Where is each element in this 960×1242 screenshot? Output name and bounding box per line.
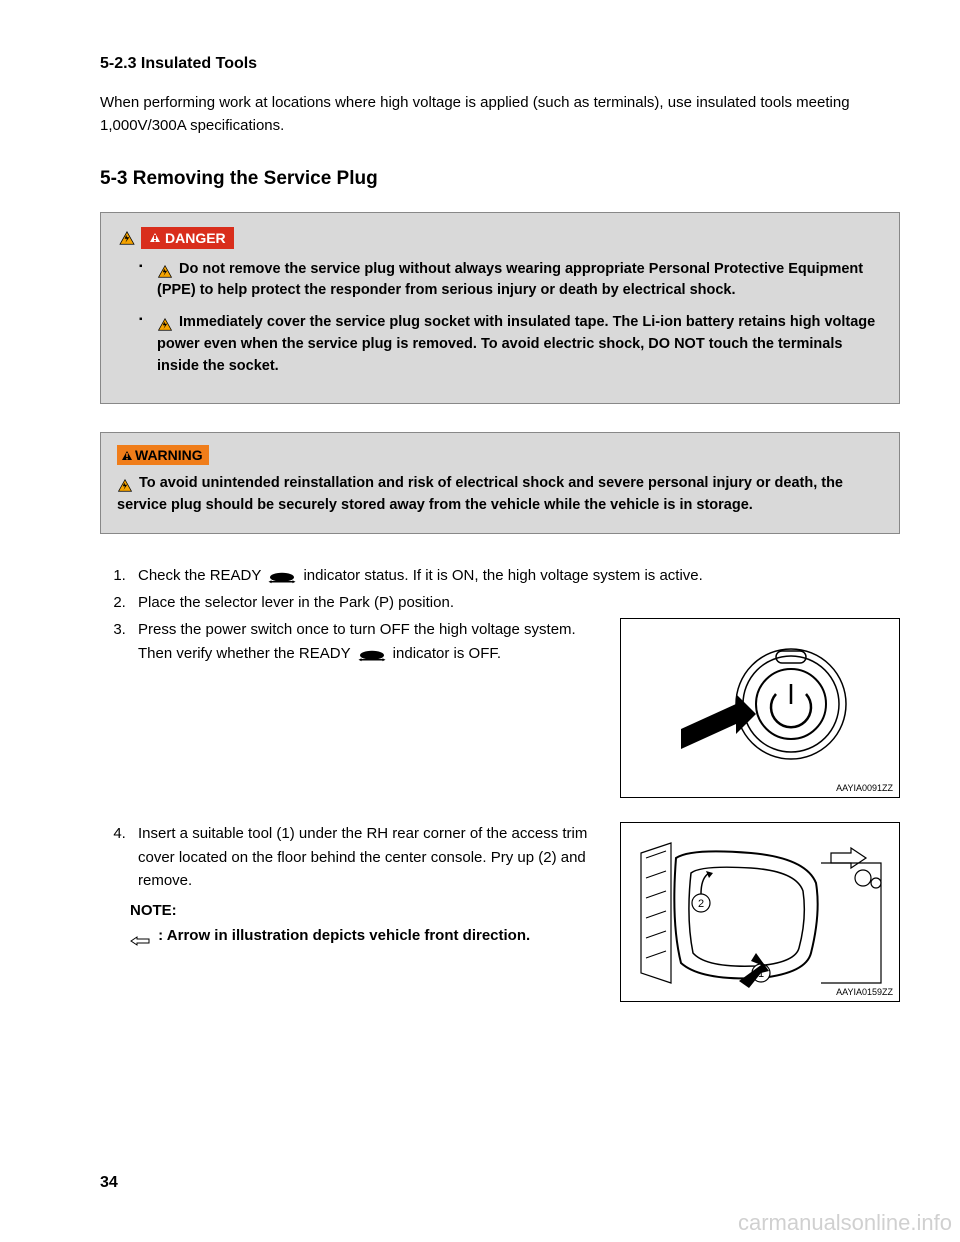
- danger-box: DANGER Do not remove the service plug wi…: [100, 212, 900, 405]
- step-text: Place the selector lever in the Park (P)…: [138, 594, 454, 611]
- warning-label: WARNING: [117, 445, 209, 465]
- figure-caption: AAYIA0091ZZ: [836, 783, 893, 793]
- danger-label-text: DANGER: [165, 230, 226, 246]
- car-ready-icon: [357, 647, 387, 661]
- step-item: Check the READY indicator status. If it …: [130, 564, 900, 587]
- danger-item: Do not remove the service plug without a…: [139, 259, 881, 303]
- step-text: Check the READY: [138, 567, 261, 584]
- step-text: indicator status. If it is ON, the high …: [303, 567, 702, 584]
- step-list: Insert a suitable tool (1) under the RH …: [100, 822, 602, 892]
- figure-power-switch: AAYIA0091ZZ: [620, 618, 900, 798]
- watermark: carmanualsonline.info: [738, 1210, 952, 1236]
- page-content: 5-2.3 Insulated Tools When performing wo…: [0, 0, 960, 1066]
- warn-triangle-icon: [149, 232, 161, 243]
- step-row-4: Insert a suitable tool (1) under the RH …: [100, 822, 900, 1002]
- step-item: Place the selector lever in the Park (P)…: [130, 591, 900, 614]
- figure-trim-cover: 2 1 AAYIA0159ZZ: [620, 822, 900, 1002]
- step-item: Press the power switch once to turn OFF …: [130, 618, 602, 665]
- hv-triangle-icon: [117, 478, 133, 491]
- note-text: : Arrow in illustration depicts vehicle …: [100, 925, 602, 948]
- subsection-body: When performing work at locations where …: [100, 91, 900, 138]
- danger-item-text: Do not remove the service plug without a…: [157, 261, 863, 299]
- step-text: Insert a suitable tool (1) under the RH …: [138, 825, 587, 889]
- section-heading: 5-3 Removing the Service Plug: [100, 168, 900, 190]
- hv-triangle-icon: [157, 317, 173, 330]
- power-switch-illustration: [621, 619, 901, 799]
- warning-box: WARNING To avoid unintended reinstallati…: [100, 432, 900, 534]
- note-label: NOTE:: [100, 902, 602, 919]
- subsection-number: 5-2.3: [100, 55, 136, 72]
- arrow-outline-icon: [130, 931, 150, 941]
- danger-list: Do not remove the service plug without a…: [119, 259, 881, 378]
- subsection-heading: 5-2.3 Insulated Tools: [100, 55, 900, 73]
- subsection-title: Insulated Tools: [141, 55, 257, 72]
- step-text: indicator is OFF.: [393, 645, 501, 662]
- hv-triangle-icon: [119, 231, 135, 245]
- step-row-3: Press the power switch once to turn OFF …: [100, 618, 900, 798]
- page-number: 34: [100, 1174, 118, 1192]
- trim-cover-illustration: 2 1: [621, 823, 901, 1003]
- section-title: Removing the Service Plug: [133, 168, 378, 189]
- danger-item: Immediately cover the service plug socke…: [139, 312, 881, 377]
- step-list: Check the READY indicator status. If it …: [100, 564, 900, 615]
- warning-body: To avoid unintended reinstallation and r…: [117, 475, 843, 513]
- note-body: : Arrow in illustration depicts vehicle …: [158, 927, 530, 944]
- hv-triangle-icon: [157, 264, 173, 277]
- car-ready-icon: [267, 569, 297, 583]
- danger-label: DANGER: [141, 227, 234, 249]
- step-item: Insert a suitable tool (1) under the RH …: [130, 822, 602, 892]
- warn-triangle-icon: [121, 450, 133, 461]
- warning-text: To avoid unintended reinstallation and r…: [117, 473, 883, 517]
- section-number: 5-3: [100, 168, 127, 189]
- figure-caption: AAYIA0159ZZ: [836, 987, 893, 997]
- danger-item-text: Immediately cover the service plug socke…: [157, 314, 875, 374]
- step-list: Press the power switch once to turn OFF …: [100, 618, 602, 665]
- danger-header: DANGER: [119, 227, 881, 249]
- warning-label-text: WARNING: [135, 447, 203, 463]
- svg-text:2: 2: [698, 898, 704, 910]
